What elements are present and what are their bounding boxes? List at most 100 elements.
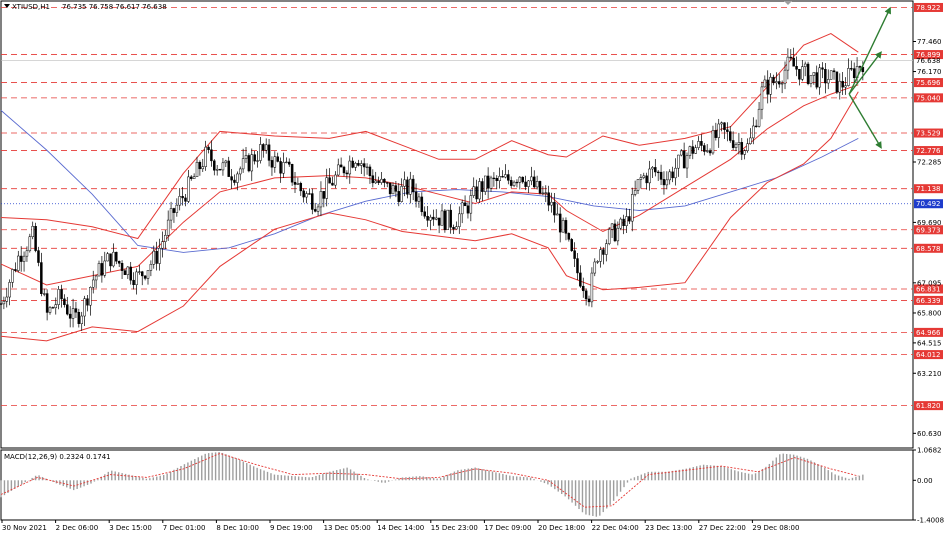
candle-body [861,67,865,73]
candle-body [187,176,190,202]
x-tick-label: 29 Dec 08:00 [752,524,799,532]
candle-body [550,201,553,206]
candle-body [397,191,401,202]
candle-body [319,191,323,208]
candle-body [89,287,92,306]
candle-body [630,194,634,222]
candle-body [362,163,366,168]
candle-body [760,86,764,110]
candle-body [152,250,156,265]
candle-body [264,144,268,151]
candle-body [279,161,282,174]
level-label-box [914,225,943,235]
candle-body [68,313,72,319]
candle-body [801,66,804,80]
candle-body [241,158,245,170]
scroll-marker-icon [784,1,792,5]
candle-body [388,182,392,195]
candle-body [783,69,787,84]
x-tick-label: 20 Dec 18:00 [538,524,585,532]
candle-body [161,241,164,249]
candle-body [267,144,271,161]
candle-body [276,156,279,162]
candle-body [184,197,187,202]
candle-body [711,130,715,154]
candle-body [850,68,853,70]
forecast-arrow [848,93,882,149]
candle-body [821,67,824,70]
candle-body [420,196,424,213]
candle-body [642,175,646,178]
candle-body [215,168,219,171]
candle-body [847,68,850,86]
candle-body [610,223,614,230]
candle-body [210,149,213,162]
candle-body [80,315,83,324]
candle-body [694,147,697,154]
candle-body [66,304,69,315]
candle-body [403,179,406,187]
level-label: 75.696 [916,79,941,87]
candle-body [521,176,524,183]
candle-body [645,175,648,184]
candle-body [189,176,193,179]
candle-body [351,160,354,168]
candle-body [218,168,222,171]
candle-body [339,164,343,168]
candle-body [213,160,216,171]
candle-body [135,271,138,286]
candle-body [541,192,545,194]
candle-body [561,220,565,233]
candle-body [385,182,389,184]
candle-body [365,166,369,169]
candle-body [616,227,620,242]
candle-body [244,155,248,159]
candle-body [34,226,37,251]
candle-body [489,177,493,189]
candle-body [411,178,415,193]
x-tick-label: 8 Dec 10:00 [216,524,259,532]
candle-body [633,190,637,195]
candle-body [394,185,398,192]
macd-y-tick-label: -1.4008 [917,517,944,525]
candle-body [299,183,303,192]
candle-body [42,293,46,295]
candle-body [377,180,380,183]
y-tick-label: 64.515 [917,339,942,347]
y-tick-label: 63.210 [917,370,942,378]
candle-body [570,239,573,251]
candle-body [290,164,294,183]
candle-body [532,176,536,188]
candle-body [166,219,170,236]
level-label-box [914,350,943,360]
y-tick-label: 67.095 [917,279,942,287]
candle-body [54,304,58,309]
candle-body [458,213,461,227]
candle-body [613,223,617,242]
level-label-box [914,2,943,12]
level-label-box [914,50,943,60]
candle-body [8,282,11,298]
candle-body [374,180,377,184]
candle-body [233,179,236,183]
candle-body [313,209,317,212]
candle-body [668,171,671,181]
candle-body [671,171,674,179]
candle-body [63,298,66,305]
candle-body [273,156,277,168]
candle-body [155,250,158,264]
candle-body [697,141,700,148]
candle-body [469,195,473,214]
candle-body [175,204,179,213]
candle-body [302,190,305,198]
level-label: 71.138 [916,185,941,193]
candle-body [51,307,55,309]
candle-body [507,174,510,181]
candle-body [22,255,26,262]
candle-body [452,227,455,230]
x-tick-label: 9 Dec 19:00 [270,524,313,532]
candle-body [17,255,20,271]
candle-body [345,172,349,175]
candle-body [360,163,363,166]
